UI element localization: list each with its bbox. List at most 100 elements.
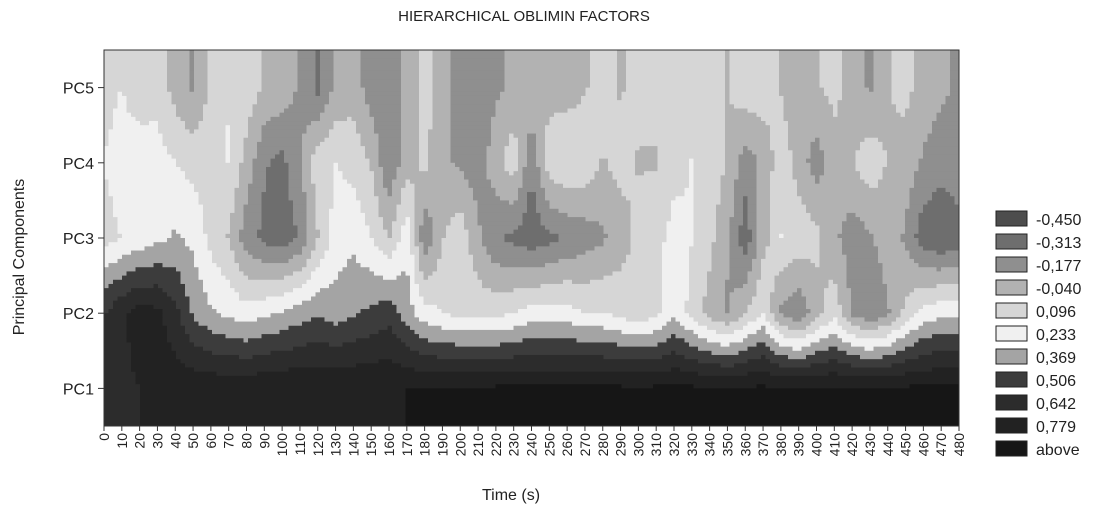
- contour-cell: [212, 192, 218, 197]
- contour-cell: [297, 212, 303, 218]
- contour-cell: [320, 221, 326, 227]
- contour-cell: [126, 392, 132, 398]
- contour-cell: [270, 313, 276, 318]
- contour-cell: [153, 263, 159, 268]
- contour-cell: [288, 129, 294, 135]
- contour-cell: [203, 175, 209, 181]
- contour-cell: [329, 91, 335, 97]
- contour-cell: [207, 87, 213, 93]
- contour-cell: [257, 421, 263, 426]
- contour-cell: [221, 275, 227, 281]
- contour-cell: [126, 309, 132, 314]
- contour-cell: [288, 258, 294, 264]
- contour-cell: [176, 267, 182, 273]
- contour-cell: [126, 200, 132, 206]
- contour-cell: [297, 375, 303, 381]
- contour-cell: [275, 238, 281, 243]
- contour-cell: [333, 380, 339, 385]
- contour-cell: [171, 79, 177, 85]
- contour-cell: [180, 204, 186, 210]
- contour-cell: [315, 204, 321, 210]
- contour-cell: [315, 66, 321, 72]
- contour-cell: [342, 254, 348, 260]
- contour-cell: [225, 300, 231, 306]
- contour-cell: [198, 254, 204, 260]
- contour-cell: [320, 267, 326, 273]
- contour-cell: [243, 421, 249, 426]
- contour-cell: [248, 342, 254, 348]
- contour-cell: [117, 141, 123, 147]
- contour-cell: [266, 166, 272, 172]
- contour-cell: [243, 250, 249, 256]
- contour-cell: [104, 384, 110, 389]
- contour-cell: [104, 250, 110, 256]
- contour-cell: [135, 396, 141, 402]
- contour-cell: [315, 54, 321, 59]
- contour-cell: [252, 133, 258, 139]
- contour-cell: [279, 50, 285, 55]
- contour-cell: [230, 166, 236, 172]
- contour-cell: [329, 254, 335, 260]
- contour-cell: [216, 346, 222, 352]
- contour-cell: [261, 413, 267, 419]
- contour-cell: [284, 66, 290, 72]
- contour-cell: [176, 204, 182, 210]
- contour-cell: [257, 338, 263, 344]
- contour-cell: [338, 137, 344, 143]
- contour-cell: [126, 121, 132, 126]
- contour-cell: [131, 334, 137, 339]
- contour-cell: [180, 187, 186, 193]
- contour-cell: [248, 321, 254, 327]
- contour-cell: [198, 342, 204, 348]
- contour-cell: [225, 104, 231, 110]
- contour-cell: [185, 146, 191, 151]
- contour-cell: [293, 380, 299, 385]
- contour-cell: [117, 329, 123, 335]
- contour-cell: [293, 325, 299, 331]
- contour-cell: [261, 166, 267, 172]
- contour-cell: [149, 279, 155, 285]
- contour-cell: [257, 233, 263, 239]
- contour-cell: [158, 54, 164, 59]
- contour-cell: [126, 321, 132, 327]
- contour-cell: [293, 309, 299, 314]
- contour-cell: [234, 392, 240, 398]
- contour-cell: [185, 292, 191, 298]
- contour-cell: [333, 405, 339, 410]
- contour-cell: [225, 292, 231, 298]
- contour-cell: [347, 137, 353, 143]
- contour-cell: [234, 95, 240, 101]
- contour-cell: [243, 217, 249, 222]
- contour-cell: [284, 421, 290, 426]
- contour-cell: [315, 50, 321, 55]
- contour-cell: [279, 70, 285, 76]
- contour-cell: [302, 141, 308, 147]
- contour-cell: [144, 116, 150, 122]
- contour-cell: [167, 233, 173, 239]
- contour-cell: [279, 246, 285, 252]
- contour-cell: [266, 171, 272, 176]
- contour-cell: [329, 263, 335, 268]
- contour-cell: [275, 334, 281, 339]
- contour-cell: [122, 279, 128, 285]
- contour-cell: [176, 212, 182, 218]
- contour-cell: [257, 263, 263, 268]
- contour-cell: [261, 108, 267, 114]
- contour-cell: [347, 79, 353, 85]
- contour-cell: [338, 321, 344, 327]
- contour-cell: [266, 359, 272, 364]
- contour-cell: [216, 166, 222, 172]
- contour-cell: [171, 83, 177, 89]
- contour-cell: [221, 212, 227, 218]
- contour-cell: [185, 112, 191, 118]
- contour-cell: [126, 62, 132, 68]
- contour-cell: [122, 317, 128, 323]
- contour-cell: [117, 271, 123, 277]
- contour-cell: [153, 271, 159, 277]
- contour-cell: [239, 296, 245, 302]
- contour-cell: [144, 125, 150, 130]
- contour-cell: [329, 229, 335, 235]
- contour-cell: [207, 346, 213, 352]
- contour-cell: [302, 354, 308, 360]
- contour-cell: [234, 137, 240, 143]
